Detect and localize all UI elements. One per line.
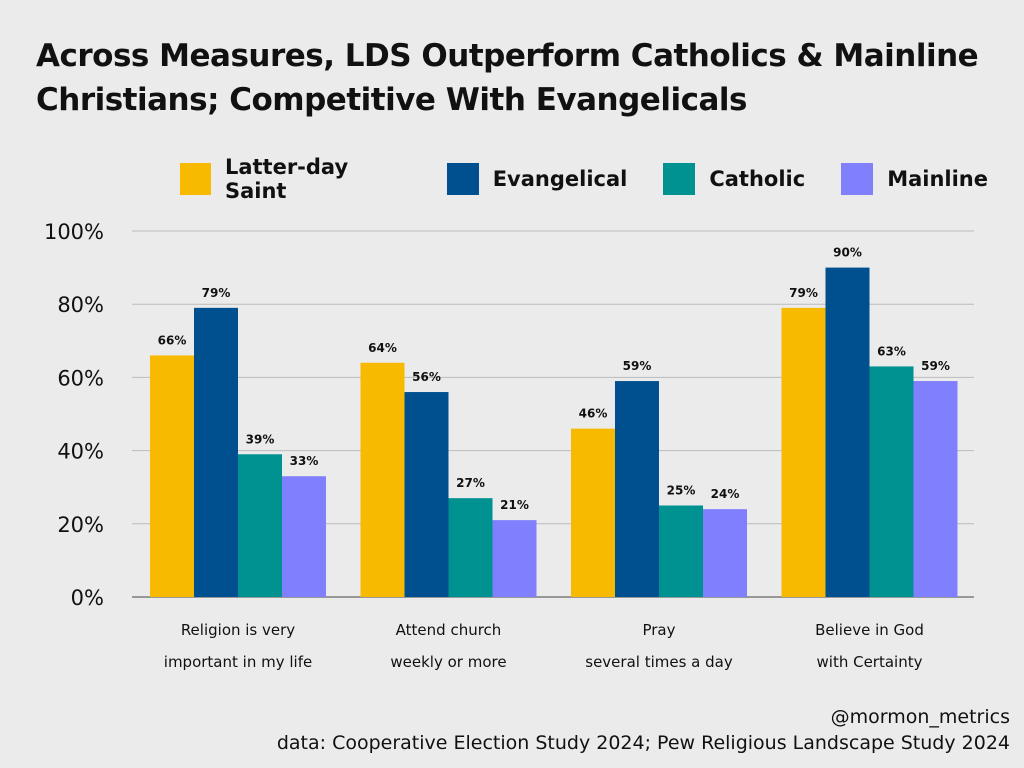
data-label: 79% <box>202 286 231 300</box>
bar <box>781 307 826 597</box>
x-tick-label: Pray <box>642 621 675 639</box>
data-label: 27% <box>456 476 485 490</box>
legend-item: Latter-day Saint <box>180 155 411 203</box>
y-tick-label: 20% <box>57 513 104 537</box>
data-label: 56% <box>412 370 441 384</box>
data-label: 64% <box>368 341 397 355</box>
y-tick-label: 100% <box>44 220 104 244</box>
x-tick-label: weekly or more <box>390 653 506 671</box>
bar <box>150 355 194 597</box>
legend-label: Mainline <box>887 167 988 191</box>
legend-swatch <box>841 163 874 195</box>
data-label: 25% <box>667 484 696 498</box>
data-label: 33% <box>290 454 319 468</box>
credit: @mormon_metrics <box>830 706 1010 728</box>
legend-swatch <box>446 163 479 195</box>
legend: Latter-day Saint Evangelical Catholic Mainl… <box>180 155 1024 203</box>
bar <box>404 392 449 597</box>
bar <box>360 362 405 597</box>
x-tick-label: important in my life <box>164 653 312 671</box>
y-tick-label: 80% <box>57 293 104 317</box>
data-label: 24% <box>711 487 740 501</box>
legend-item: Mainline <box>841 155 988 203</box>
bar <box>571 428 615 597</box>
bar <box>659 505 703 597</box>
x-tick-label: Attend church <box>396 621 502 639</box>
y-tick-label: 60% <box>57 366 104 390</box>
legend-label: Catholic <box>709 167 806 191</box>
bar <box>703 509 747 597</box>
bar <box>825 267 870 597</box>
data-label: 46% <box>579 407 608 421</box>
bar <box>282 476 326 597</box>
data-label: 79% <box>789 286 818 300</box>
bar <box>492 520 537 597</box>
data-label: 59% <box>921 359 950 373</box>
bar <box>448 498 493 597</box>
legend-swatch <box>663 163 696 195</box>
data-label: 59% <box>623 359 652 373</box>
y-tick-label: 0% <box>71 586 104 610</box>
bar <box>194 307 238 597</box>
x-tick-label: several times a day <box>585 653 733 671</box>
x-tick-label: Religion is very <box>181 621 295 639</box>
bar <box>615 381 659 597</box>
legend-item: Evangelical <box>446 155 628 203</box>
title-line-2: Christians; Competitive With Evangelical… <box>36 82 747 118</box>
data-label: 21% <box>500 498 529 512</box>
legend-label: Evangelical <box>492 167 628 191</box>
source-note: data: Cooperative Election Study 2024; P… <box>276 732 1010 754</box>
legend-swatch <box>180 163 211 195</box>
legend-item: Catholic <box>663 155 805 203</box>
data-label: 39% <box>246 432 275 446</box>
legend-label: Latter-day Saint <box>224 155 349 203</box>
x-tick-label: Believe in God <box>815 621 924 639</box>
bar <box>869 366 914 597</box>
data-label: 63% <box>877 344 906 358</box>
chart-title: Across Measures, LDS Outperform Catholic… <box>36 34 979 122</box>
y-tick-label: 40% <box>57 440 104 464</box>
x-tick-label: with Certainty <box>817 653 923 671</box>
data-label: 90% <box>833 246 862 260</box>
bar <box>913 381 958 597</box>
data-label: 66% <box>158 333 187 347</box>
bar <box>238 454 282 597</box>
title-line-1: Across Measures, LDS Outperform Catholic… <box>36 38 979 74</box>
